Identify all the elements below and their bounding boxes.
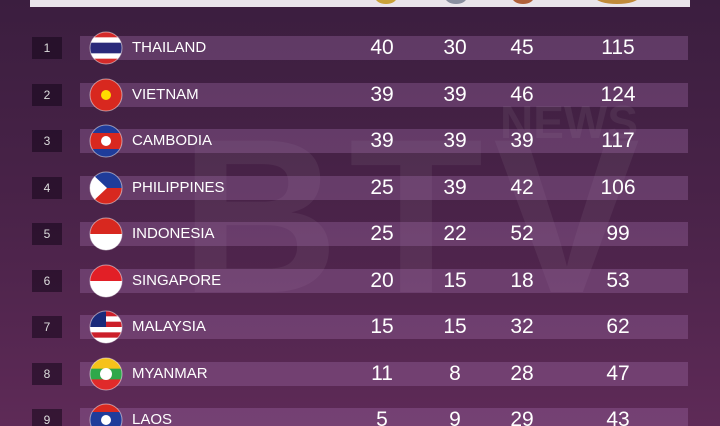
gold-count: 25	[370, 222, 394, 245]
rank: 7	[32, 316, 62, 338]
silver-count: 15	[443, 268, 467, 292]
silver-icon	[445, 0, 467, 4]
gold-count: 40	[370, 36, 394, 59]
country-name: LAOS	[132, 411, 173, 426]
silver-count: 9	[449, 408, 461, 426]
row-bar	[80, 361, 688, 386]
country-name: MYANMAR	[132, 364, 208, 382]
rank: 4	[32, 176, 62, 199]
gold-icon	[375, 0, 397, 4]
total-icon	[595, 0, 639, 4]
watermark: BTV	[180, 93, 650, 339]
total-count: 106	[600, 175, 636, 199]
row-bar	[80, 268, 688, 293]
country-name: MALAYSIA	[132, 318, 206, 335]
silver-count: 39	[443, 82, 467, 106]
total-count: 124	[600, 82, 636, 106]
rank: 3	[32, 130, 62, 152]
silver-count: 39	[443, 175, 467, 199]
rank: 1	[32, 37, 62, 59]
watermark: NEWS	[500, 96, 638, 148]
flag	[89, 217, 123, 251]
bronze-count: 29	[510, 408, 534, 426]
country-name: PHILIPPINES	[132, 178, 225, 196]
country-name: CAMBODIA	[132, 132, 213, 149]
gold-count: 39	[370, 82, 394, 106]
total-count: 99	[606, 222, 630, 245]
silver-count: 39	[443, 129, 467, 152]
total-count: 43	[606, 408, 630, 426]
silver-count: 22	[443, 222, 467, 245]
bronze-count: 28	[510, 361, 534, 385]
gold-count: 11	[371, 361, 393, 385]
flag	[89, 171, 123, 204]
gold-count: 15	[370, 315, 394, 338]
flag	[89, 31, 123, 65]
row-bar	[80, 129, 688, 153]
total-count: 53	[606, 268, 630, 292]
total-count: 117	[601, 129, 635, 152]
rank: 6	[32, 269, 62, 292]
rank: 2	[32, 83, 62, 106]
rank: 8	[32, 362, 62, 385]
gold-count: 5	[376, 408, 388, 426]
total-count: 115	[601, 36, 635, 59]
row-bar	[80, 36, 688, 60]
row-bar	[80, 315, 688, 339]
bronze-count: 46	[510, 82, 534, 106]
country-name: SINGAPORE	[132, 271, 222, 289]
flag	[89, 78, 123, 111]
gold-count: 20	[370, 268, 394, 292]
gold-count: 39	[370, 129, 394, 152]
header-strip	[30, 0, 690, 7]
silver-count: 15	[443, 315, 467, 338]
total-count: 47	[606, 361, 630, 385]
bronze-count: 32	[510, 315, 534, 338]
rank: 5	[32, 223, 62, 245]
silver-count: 8	[449, 361, 461, 385]
bronze-count: 18	[510, 268, 534, 292]
country-name: INDONESIA	[132, 225, 215, 242]
bronze-icon	[512, 0, 534, 4]
row-bar	[80, 408, 688, 426]
flag	[89, 357, 123, 390]
rank: 9	[32, 409, 62, 426]
row-bar	[80, 175, 688, 200]
bronze-count: 42	[510, 175, 534, 199]
country-name: VIETNAM	[132, 85, 199, 103]
row-bar	[80, 82, 688, 107]
silver-count: 30	[443, 36, 467, 59]
bronze-count: 45	[510, 36, 534, 59]
gold-count: 25	[370, 175, 394, 199]
bronze-count: 52	[510, 222, 534, 245]
bronze-count: 39	[510, 129, 534, 152]
country-name: THAILAND	[132, 39, 207, 56]
flag	[89, 310, 123, 344]
flag	[89, 403, 123, 426]
flag	[89, 264, 123, 297]
row-bar	[80, 222, 688, 246]
total-count: 62	[606, 315, 630, 338]
flag	[89, 124, 123, 158]
